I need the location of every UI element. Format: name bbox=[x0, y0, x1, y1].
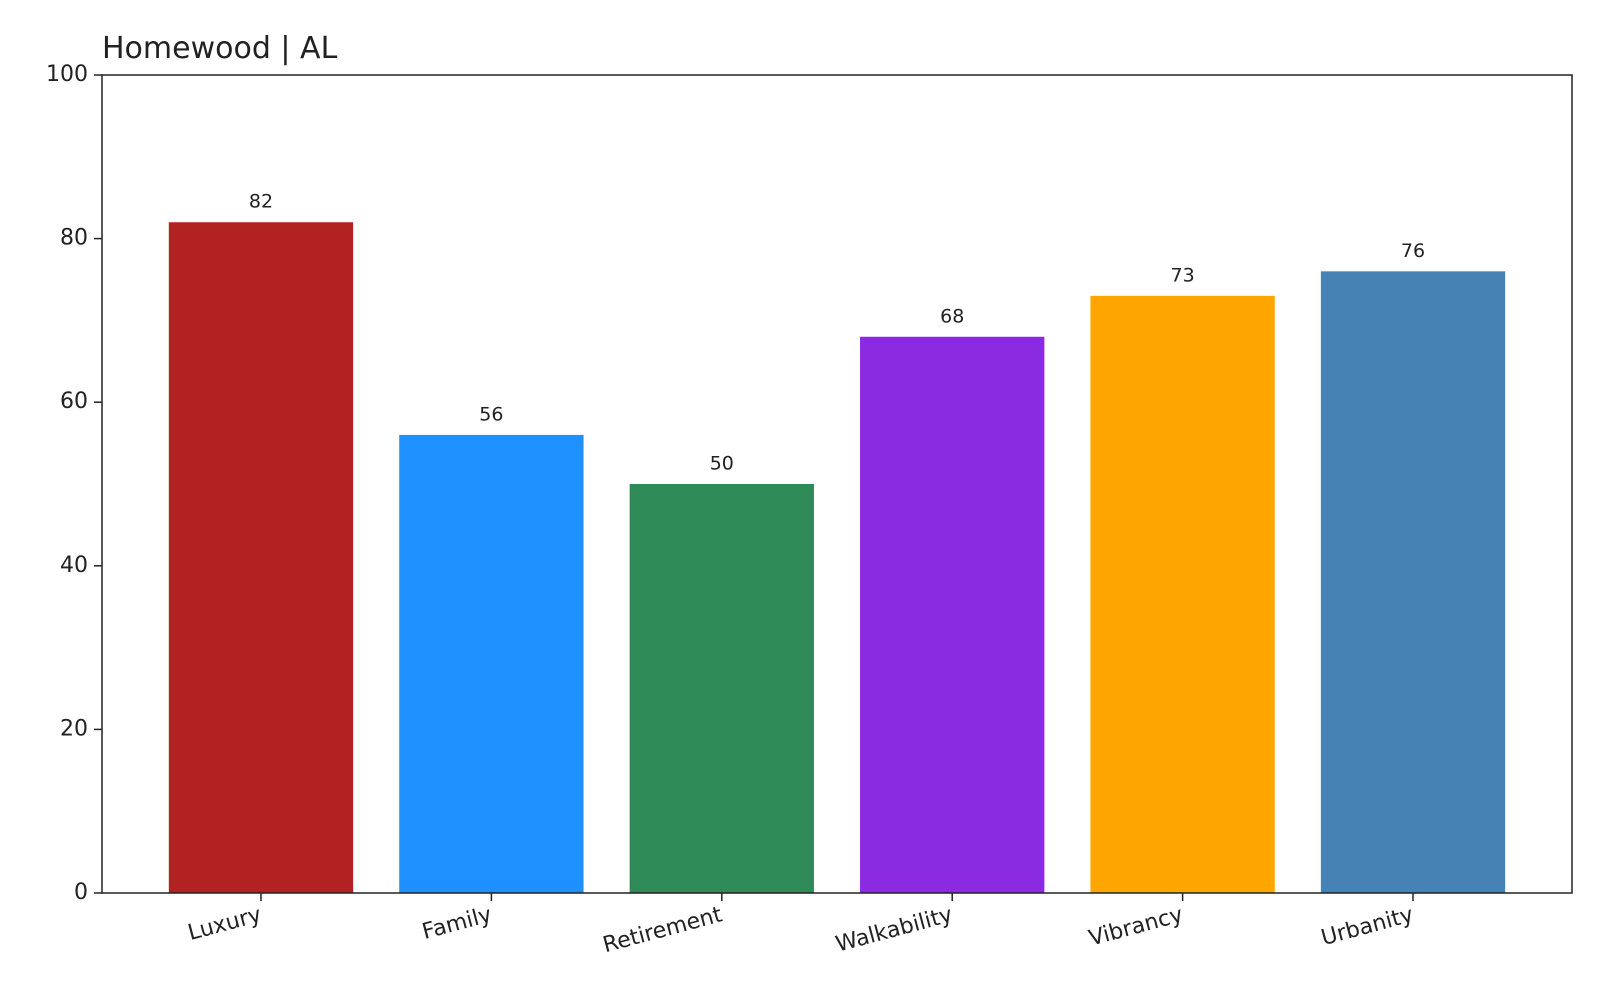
value-label: 50 bbox=[710, 453, 734, 475]
chart-title: Homewood | AL bbox=[102, 31, 338, 66]
value-label: 68 bbox=[940, 305, 964, 327]
bar bbox=[629, 484, 814, 893]
y-tick-label: 100 bbox=[46, 62, 88, 87]
bar bbox=[399, 434, 584, 893]
y-tick-label: 20 bbox=[60, 716, 88, 741]
plot-frame bbox=[101, 74, 1573, 894]
y-tick-label: 60 bbox=[60, 389, 88, 414]
x-tick-label: Walkability bbox=[833, 902, 955, 957]
x-tick-label: Retirement bbox=[600, 902, 725, 958]
x-tick-label: Luxury bbox=[185, 902, 264, 946]
bar bbox=[1320, 271, 1506, 893]
value-label: 76 bbox=[1401, 240, 1425, 262]
value-label: 73 bbox=[1171, 264, 1195, 286]
y-tick-label: 40 bbox=[60, 553, 88, 578]
bar bbox=[168, 222, 354, 894]
value-label: 56 bbox=[479, 403, 503, 425]
y-tick-label: 80 bbox=[60, 226, 88, 251]
x-tick-label: Vibrancy bbox=[1086, 902, 1185, 951]
x-tick-label: Urbanity bbox=[1319, 902, 1417, 951]
x-tick-label: Family bbox=[420, 902, 495, 944]
bar bbox=[1090, 295, 1275, 893]
value-label: 82 bbox=[249, 191, 273, 213]
bar bbox=[860, 336, 1045, 893]
y-tick-label: 0 bbox=[74, 880, 88, 905]
